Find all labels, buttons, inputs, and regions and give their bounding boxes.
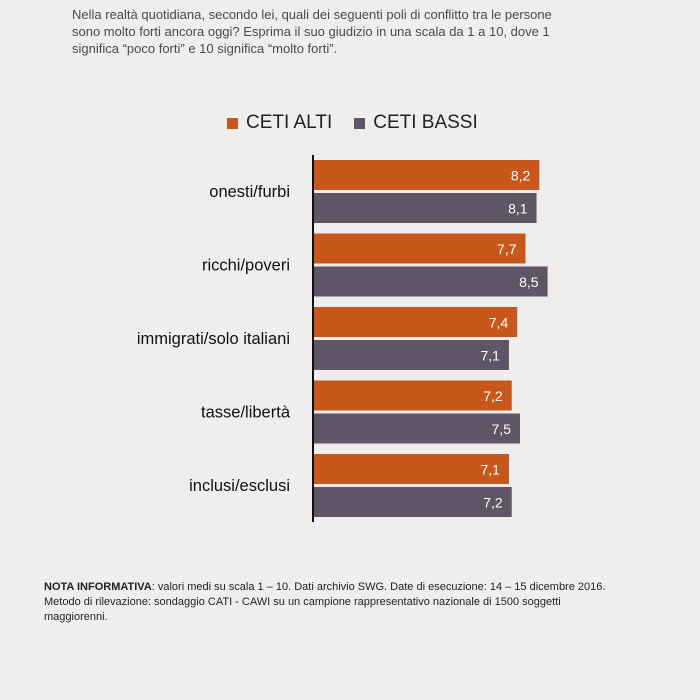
- legend-label-ceti-alti: CETI ALTI: [246, 112, 333, 133]
- bar-ceti-bassi: [313, 266, 548, 297]
- category-label: immigrati/solo italiani: [137, 330, 290, 348]
- question-text: Nella realtà quotidiana, secondo lei, qu…: [72, 6, 672, 57]
- category-label: tasse/libertà: [201, 404, 291, 422]
- bar-ceti-alti: [313, 233, 526, 264]
- question-line: sono molto forti ancora oggi? Esprima il…: [72, 24, 550, 39]
- category-label: ricchi/poveri: [202, 257, 290, 275]
- note-heading: NOTA INFORMATIVA: [44, 581, 152, 593]
- bar-value-label: 8,1: [508, 201, 528, 217]
- legend-label-ceti-bassi: CETI BASSI: [373, 112, 478, 133]
- bar-ceti-alti: [313, 160, 540, 190]
- note-line: maggiorenni.: [44, 611, 108, 623]
- bar-value-label: 8,5: [519, 274, 539, 290]
- bar-value-label: 7,2: [483, 495, 503, 511]
- bar-value-label: 7,4: [489, 315, 509, 331]
- bar-value-label: 7,1: [480, 462, 500, 478]
- bar-value-label: 7,2: [483, 388, 503, 404]
- legend-item-ceti-alti: CETI ALTI: [227, 112, 332, 134]
- chart-legend: CETI ALTI CETI BASSI: [227, 111, 500, 135]
- bar-value-label: 7,1: [480, 348, 500, 364]
- bar-ceti-bassi: [313, 487, 512, 517]
- bar-value-label: 7,7: [497, 241, 517, 257]
- legend-swatch-ceti-bassi: [354, 117, 366, 129]
- methodology-note: NOTA INFORMATIVA: valori medi su scala 1…: [44, 580, 664, 625]
- bar-ceti-bassi: [313, 413, 520, 444]
- category-label: inclusi/esclusi: [189, 477, 290, 495]
- bar-ceti-alti: [313, 307, 518, 337]
- question-line: Nella realtà quotidiana, secondo lei, qu…: [72, 7, 552, 22]
- bar-value-label: 7,5: [492, 421, 512, 437]
- note-line: : valori medi su scala 1 – 10. Dati arch…: [151, 581, 606, 593]
- category-label: onesti/furbi: [209, 183, 290, 201]
- bar-value-label: 8,2: [511, 168, 531, 184]
- bar-ceti-bassi: [313, 193, 537, 223]
- bar-ceti-alti: [313, 454, 509, 484]
- legend-swatch-ceti-alti: [227, 117, 238, 129]
- note-line: Metodo di rilevazione: sondaggio CATI - …: [44, 596, 561, 608]
- legend-item-ceti-bassi: CETI BASSI: [354, 112, 478, 134]
- bar-ceti-bassi: [313, 340, 509, 370]
- bar-ceti-alti: [313, 380, 512, 411]
- question-line: significa “poco forti” e 10 significa “m…: [72, 41, 338, 56]
